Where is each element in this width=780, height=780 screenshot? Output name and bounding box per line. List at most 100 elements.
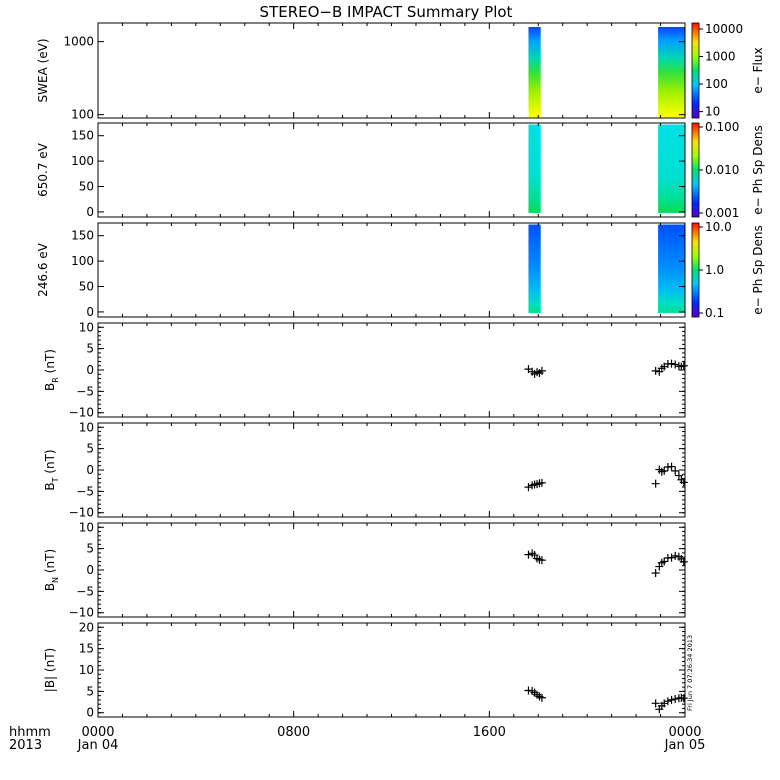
x-tick-date: Jan 05 [664,738,706,753]
spectrogram-block [658,27,685,117]
panel-4: 10 5 0 −5 −10 BT (nT) [43,420,688,520]
y-tick-label: −5 [76,384,94,398]
panel-frame [97,522,686,618]
data-point [671,551,680,560]
y-tick-label: −5 [76,484,94,498]
data-point [651,699,660,708]
timestamp: Fri Jun 7 07:26:34 2013 [686,635,694,711]
data-point [671,695,680,704]
data-point [667,359,676,368]
data-point [679,557,688,566]
data-point [651,366,660,375]
colorbar-label: e− Flux [751,47,765,93]
data-point [660,466,669,475]
x-tick-label: 0000 [668,725,701,740]
data-point [667,462,676,471]
spectrogram-block [658,224,685,313]
y-axis-label: 650.7 eV [36,142,50,197]
y-axis-label: 246.6 eV [36,242,50,297]
y-tick-label: 150 [71,229,94,243]
y-tick-label: 10 [79,320,94,334]
panel-1: 150 100 50 0 650.7 eV [36,122,686,219]
y-tick-label: 50 [79,180,94,194]
y-axis-label: BR (nT) [43,349,60,391]
colorbar-strip [691,222,700,318]
y-tick-label: 5 [86,542,94,556]
y-tick-label: 150 [71,129,94,143]
footer-year: 2013 [9,738,42,753]
colorbar-strip [691,122,700,218]
x-tick-label: 0800 [277,725,310,740]
data-point [660,557,669,566]
y-tick-label: 20 [79,620,94,634]
data-point [651,479,660,488]
panel-2: 150 100 50 0 246.6 eV [36,222,686,319]
plot-title: STEREO−B IMPACT Summary Plot [260,3,513,21]
panel-6: 20 15 10 5 0 |B| (nT) [43,620,688,720]
spectrogram-block [528,224,541,313]
y-axis-label: |B| (nT) [43,648,57,692]
colorbar-label: e− Ph Sp Dens [751,125,765,214]
data-point [537,693,546,702]
y-tick-label: 10 [79,663,94,677]
y-axis-label: SWEA (eV) [36,38,50,102]
colorbar-0: 10000 1000 100 10 e− Flux [691,22,765,119]
data-point [651,568,660,577]
y-axis-label: BN (nT) [43,549,60,591]
panel-frame [97,22,686,119]
colorbar-tick-label: 0.010 [705,163,739,177]
spectrogram-block [658,124,685,213]
y-tick-label: 100 [71,154,94,168]
data-point [524,483,533,492]
footer-hhmm: hhmm [9,725,51,740]
colorbar-label: e− Ph Sp Dens [751,225,765,314]
y-tick-label: 100 [71,108,94,122]
y-tick-label: 0 [86,305,94,319]
panel-frame [97,422,686,518]
panel-frame [97,622,686,718]
y-tick-label: 0 [86,363,94,377]
colorbar-tick-label: 1.0 [705,263,724,277]
y-tick-label: −10 [69,406,94,420]
spectrogram-block [528,124,541,213]
y-tick-label: 1000 [63,35,94,49]
x-tick-date: Jan 04 [77,738,119,753]
data-point [671,466,680,475]
colorbar-tick-label: 0.001 [705,206,739,220]
colorbar-tick-label: 1000 [705,50,736,64]
data-point [671,360,680,369]
panel-0: 1000 100 SWEA (eV) [36,22,686,122]
colorbar-2: 10.0 1.0 0.1 e− Ph Sp Dens [691,220,765,320]
colorbar-tick-label: 0.100 [705,120,739,134]
y-tick-label: 50 [79,280,94,294]
y-tick-label: 0 [86,706,94,720]
data-point [667,553,676,562]
data-point [679,361,688,370]
y-tick-label: 5 [86,442,94,456]
panel-frame [97,122,686,218]
data-point [679,694,688,703]
data-point [537,556,546,565]
panel-3: 10 5 0 −5 −10 BR (nT) [43,320,688,420]
spectrogram-block [528,27,541,117]
y-tick-label: 15 [79,642,94,656]
panel-5: 10 5 0 −5 −10 BN (nT) [43,520,688,620]
colorbar-tick-label: 10000 [705,22,743,36]
y-tick-label: 0 [86,563,94,577]
y-tick-label: 100 [71,254,94,268]
y-axis-label: BT (nT) [43,449,60,490]
x-tick-label: 1600 [473,725,506,740]
colorbars: 10000 1000 100 10 e− Flux 0.100 0.010 0.001 e− P… [691,22,765,320]
colorbar-1: 0.100 0.010 0.001 e− Ph Sp Dens [691,120,765,220]
y-tick-label: −10 [69,506,94,520]
y-tick-label: −5 [76,584,94,598]
panel-frame [97,222,686,318]
data-point [667,695,676,704]
data-point [674,471,683,480]
y-tick-label: 10 [79,520,94,534]
colorbar-tick-label: 100 [705,77,728,91]
data-point [663,697,672,706]
x-tick-label: 0000 [81,725,114,740]
colorbar-tick-label: 10.0 [705,220,732,234]
